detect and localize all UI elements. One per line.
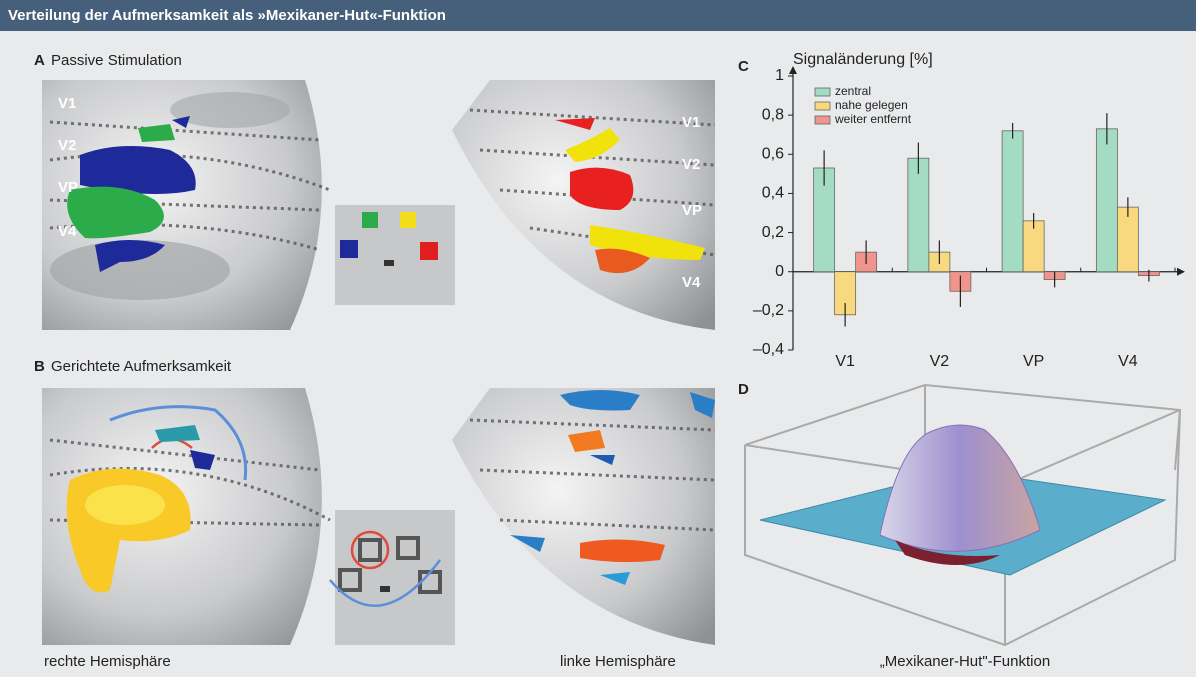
y-tick-label: 1 [775, 67, 784, 84]
panel-title: Gerichtete Aufmerksamkeit [51, 358, 232, 375]
panel-letter: C [738, 58, 749, 75]
x-tick-label: VP [1023, 353, 1044, 370]
x-tick-label: V2 [930, 353, 950, 370]
svg-text:V4: V4 [58, 223, 77, 240]
caption: rechte Hemisphäre [44, 653, 171, 670]
x-tick-label: V1 [835, 353, 855, 370]
y-tick-label: 0,6 [762, 146, 784, 163]
y-tick-label: 0 [775, 263, 784, 280]
axis-arrow [789, 66, 797, 74]
svg-text:V2: V2 [58, 137, 76, 154]
brain-image [452, 80, 716, 330]
legend-label: weiter entfernt [834, 112, 912, 126]
legend-swatch [814, 87, 831, 97]
caption: linke Hemisphäre [560, 653, 676, 670]
bar-chart: –0,4 –0,2 0 0,2 0,4 0,6 0,8 1 V1 V2 VP V4 zentralnah… [753, 66, 1185, 370]
y-tick-label: –0,2 [753, 302, 784, 319]
y-tick-label: –0,4 [753, 341, 784, 358]
svg-text:V4: V4 [682, 274, 701, 291]
svg-text:V1: V1 [58, 95, 76, 112]
panel-letter: B [34, 358, 45, 375]
brain-label: V1 V2 VP V4 [58, 95, 78, 240]
mexican-hat-plot [744, 383, 1182, 647]
caption: „Mexikaner-Hut"-Funktion [880, 653, 1050, 670]
axis-title: Signaländerung [%] [793, 51, 933, 68]
brain-image [42, 80, 331, 330]
axis-arrow [1177, 267, 1185, 276]
brain-image [42, 388, 331, 645]
y-tick-label: 0,8 [762, 106, 784, 123]
stimulus-display [335, 205, 455, 305]
legend-label: nahe gelegen [835, 98, 908, 112]
panel-title: Passive Stimulation [51, 52, 182, 69]
svg-text:V1: V1 [682, 114, 700, 131]
bar [907, 157, 930, 273]
legend-label: zentral [835, 84, 871, 98]
panel-letter: A [34, 52, 45, 69]
bar [1095, 128, 1118, 273]
x-tick-label: V4 [1118, 353, 1138, 370]
svg-text:VP: VP [58, 179, 78, 196]
header-title: Verteilung der Aufmerksamkeit als »Mexik… [8, 7, 446, 24]
svg-text:V2: V2 [682, 156, 700, 173]
legend-swatch [814, 115, 831, 125]
header-bar [0, 0, 1196, 31]
brain-image [452, 388, 716, 645]
brain-label: V1 V2 VP V4 [682, 114, 702, 291]
y-tick-label: 0,4 [762, 185, 784, 202]
y-tick-label: 0,2 [762, 224, 784, 241]
stimulus-display [329, 510, 455, 645]
legend-swatch [814, 101, 831, 111]
panel-letter: D [738, 381, 749, 398]
bar [1001, 130, 1024, 273]
svg-text:VP: VP [682, 202, 702, 219]
